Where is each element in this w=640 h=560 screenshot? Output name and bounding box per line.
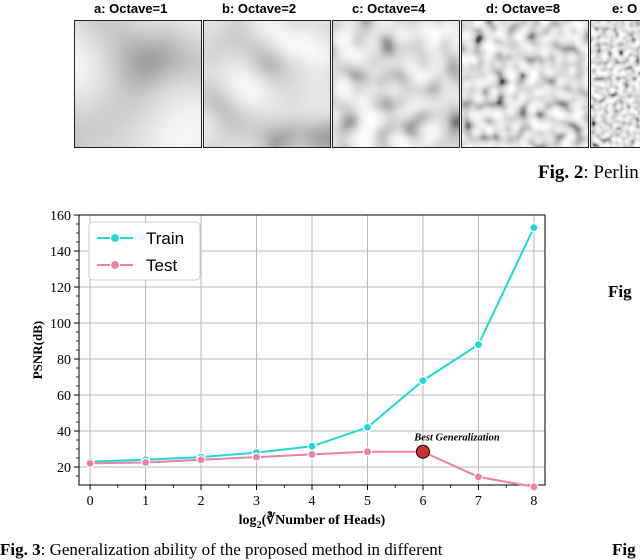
best-generalization-annotation: Best Generalization bbox=[413, 433, 500, 459]
y-tick-label: 20 bbox=[57, 461, 71, 476]
right-column-figure-label: Fig bbox=[608, 282, 632, 301]
chart-grid bbox=[79, 214, 545, 485]
y-tick-label: 160 bbox=[50, 209, 71, 224]
series-point-test bbox=[307, 449, 317, 459]
x-axis-label: log2(∛Number of Heads) bbox=[239, 510, 386, 531]
series-point-train bbox=[307, 441, 317, 451]
series-point-train bbox=[418, 376, 428, 386]
y-tick-label: 60 bbox=[57, 389, 71, 404]
y-tick-label: 140 bbox=[50, 245, 71, 260]
x-axis-label-log: log bbox=[239, 513, 257, 528]
right-column-figure-label-2: Fig bbox=[612, 540, 636, 559]
legend-label-test: Test bbox=[146, 256, 177, 275]
legend-marker-test bbox=[109, 259, 121, 271]
figure-3-number: Fig. 3 bbox=[0, 540, 41, 559]
series-point-train bbox=[362, 422, 373, 432]
series-point-test bbox=[85, 458, 95, 468]
perlin-panel-c bbox=[332, 20, 460, 148]
perlin-panel-b bbox=[203, 20, 331, 148]
legend-label-train: Train bbox=[146, 229, 184, 248]
series-point-test bbox=[529, 482, 539, 492]
perlin-noise-strip bbox=[74, 20, 640, 148]
x-tick-label: 5 bbox=[364, 494, 371, 509]
figure-3-caption: Fig. 3: Generalization ability of the pr… bbox=[0, 540, 443, 560]
series-point-train bbox=[473, 340, 484, 350]
perlin-panel-e bbox=[590, 20, 640, 148]
x-axis-label-rest: (∛Number of Heads) bbox=[262, 510, 386, 528]
x-axis-label-subscript: 2 bbox=[257, 520, 262, 531]
x-tick-label: 7 bbox=[475, 494, 482, 509]
x-axis-ticks: 0 1 2 3 4 5 6 7 8 bbox=[87, 485, 537, 509]
x-tick-label: 2 bbox=[198, 494, 205, 509]
perlin-panel-a bbox=[74, 20, 202, 148]
panel-d-label: d: Octave=8 bbox=[486, 1, 561, 16]
panel-c-label: c: Octave=4 bbox=[352, 1, 426, 16]
chart-series bbox=[85, 223, 539, 492]
series-point-test bbox=[140, 457, 151, 468]
panel-b-label: b: Octave=2 bbox=[222, 1, 297, 16]
figure-2-panel-labels: a: Octave=1 b: Octave=2 c: Octave=4 d: O… bbox=[0, 0, 640, 20]
y-tick-label: 120 bbox=[50, 281, 71, 296]
best-generalization-marker bbox=[415, 444, 430, 459]
best-generalization-label: Best Generalization bbox=[413, 433, 500, 444]
x-tick-label: 1 bbox=[142, 494, 149, 509]
panel-e-label: e: O bbox=[612, 1, 638, 16]
x-tick-label: 8 bbox=[530, 494, 537, 509]
series-point-train bbox=[529, 223, 539, 233]
legend-marker-train bbox=[109, 232, 121, 244]
figure-2-number: Fig. 2 bbox=[538, 162, 584, 183]
series-point-test bbox=[362, 447, 373, 457]
y-axis-ticks: 20 40 60 80 100 120 140 160 bbox=[50, 209, 79, 477]
perlin-panel-d bbox=[461, 20, 589, 148]
series-point-test bbox=[196, 455, 206, 465]
chart-legend: Train Test bbox=[88, 221, 201, 281]
x-tick-label: 6 bbox=[419, 494, 426, 509]
y-tick-label: 100 bbox=[50, 317, 71, 332]
y-tick-label: 80 bbox=[57, 353, 71, 368]
figure-2-caption: Fig. 2: Perlin n bbox=[538, 162, 640, 184]
figure-3-caption-text: : Generalization ability of the proposed… bbox=[40, 540, 443, 559]
x-tick-label: 4 bbox=[309, 494, 316, 509]
y-tick-label: 40 bbox=[57, 425, 71, 440]
x-tick-label: 3 bbox=[253, 494, 260, 509]
series-point-test bbox=[473, 472, 484, 482]
y-axis-label: PSNR(dB) bbox=[30, 321, 45, 380]
panel-a-label: a: Octave=1 bbox=[94, 1, 168, 16]
figure-2-caption-text: : Perlin n bbox=[583, 162, 640, 183]
x-tick-label: 0 bbox=[87, 494, 94, 509]
series-point-test bbox=[251, 452, 262, 462]
